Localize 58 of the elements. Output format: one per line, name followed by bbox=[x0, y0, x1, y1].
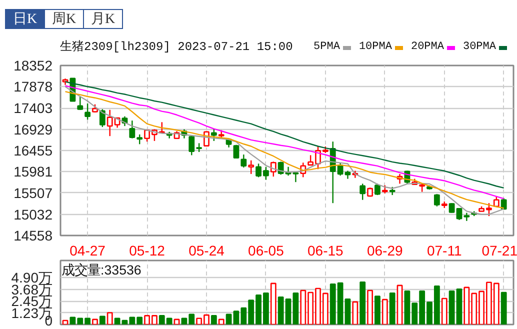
candlestick bbox=[84, 102, 91, 120]
x-tick-label: 07-21 bbox=[482, 242, 517, 258]
chart-title: 生猪2309[lh2309] 2023-07-21 15:00 bbox=[60, 39, 293, 56]
bar bbox=[382, 298, 388, 324]
bar bbox=[92, 318, 98, 324]
x-tick-label: 07-11 bbox=[426, 242, 462, 258]
bar bbox=[106, 312, 113, 324]
candlestick bbox=[270, 161, 276, 178]
x-tick-label: 05-24 bbox=[188, 242, 225, 258]
candlestick bbox=[434, 193, 440, 207]
bar bbox=[352, 301, 358, 324]
bar bbox=[374, 296, 380, 324]
y-tick-label: 17878 bbox=[14, 78, 53, 95]
bar bbox=[396, 284, 403, 324]
candlestick bbox=[240, 154, 247, 168]
y-tick-label: 15032 bbox=[14, 206, 53, 222]
y-tick-label: 14558 bbox=[14, 228, 53, 244]
y-tick-label: 15981 bbox=[14, 164, 53, 180]
x-tick-label: 04-27 bbox=[70, 242, 106, 258]
candlestick bbox=[210, 128, 217, 142]
legend-label: 5PMA bbox=[314, 40, 340, 56]
text: 日K bbox=[5, 9, 45, 29]
x-tick-label: 06-15 bbox=[308, 242, 344, 258]
legend-label: 20PMA bbox=[410, 40, 444, 56]
bar bbox=[441, 298, 448, 324]
candlestick bbox=[77, 96, 84, 110]
candlestick bbox=[374, 183, 380, 196]
y-tick-label: 18352 bbox=[14, 58, 53, 74]
candlestick bbox=[99, 108, 106, 128]
y-tick-label: 15507 bbox=[14, 184, 53, 201]
x-tick-label: 06-29 bbox=[366, 242, 404, 258]
bar bbox=[218, 318, 224, 324]
bar bbox=[367, 290, 373, 324]
y-tick-label: 16455 bbox=[14, 142, 53, 158]
y-tick-label: 16929 bbox=[14, 121, 53, 138]
bar bbox=[114, 318, 120, 324]
candlestick bbox=[136, 134, 143, 145]
bar bbox=[270, 282, 276, 324]
bar bbox=[360, 281, 366, 324]
candlestick bbox=[360, 183, 366, 200]
bar bbox=[174, 318, 180, 324]
bar bbox=[500, 292, 507, 324]
candlestick bbox=[248, 160, 254, 175]
candlestick bbox=[233, 144, 240, 160]
chart-title: 成交量:33536 bbox=[62, 262, 142, 278]
text: 周K bbox=[44, 9, 84, 29]
y-tick-label: 17403 bbox=[14, 100, 53, 116]
bar bbox=[99, 316, 106, 324]
legend-label: 10PMA bbox=[358, 40, 392, 56]
bar bbox=[210, 315, 217, 324]
x-tick-label: 06-05 bbox=[248, 242, 284, 258]
x-tick-label: 05-12 bbox=[129, 242, 166, 258]
bar bbox=[62, 320, 68, 324]
legend-label: 30PMA bbox=[462, 40, 496, 56]
candlestick bbox=[129, 120, 136, 139]
text: 月K bbox=[83, 9, 123, 29]
bar bbox=[226, 314, 232, 324]
bar bbox=[389, 292, 396, 324]
